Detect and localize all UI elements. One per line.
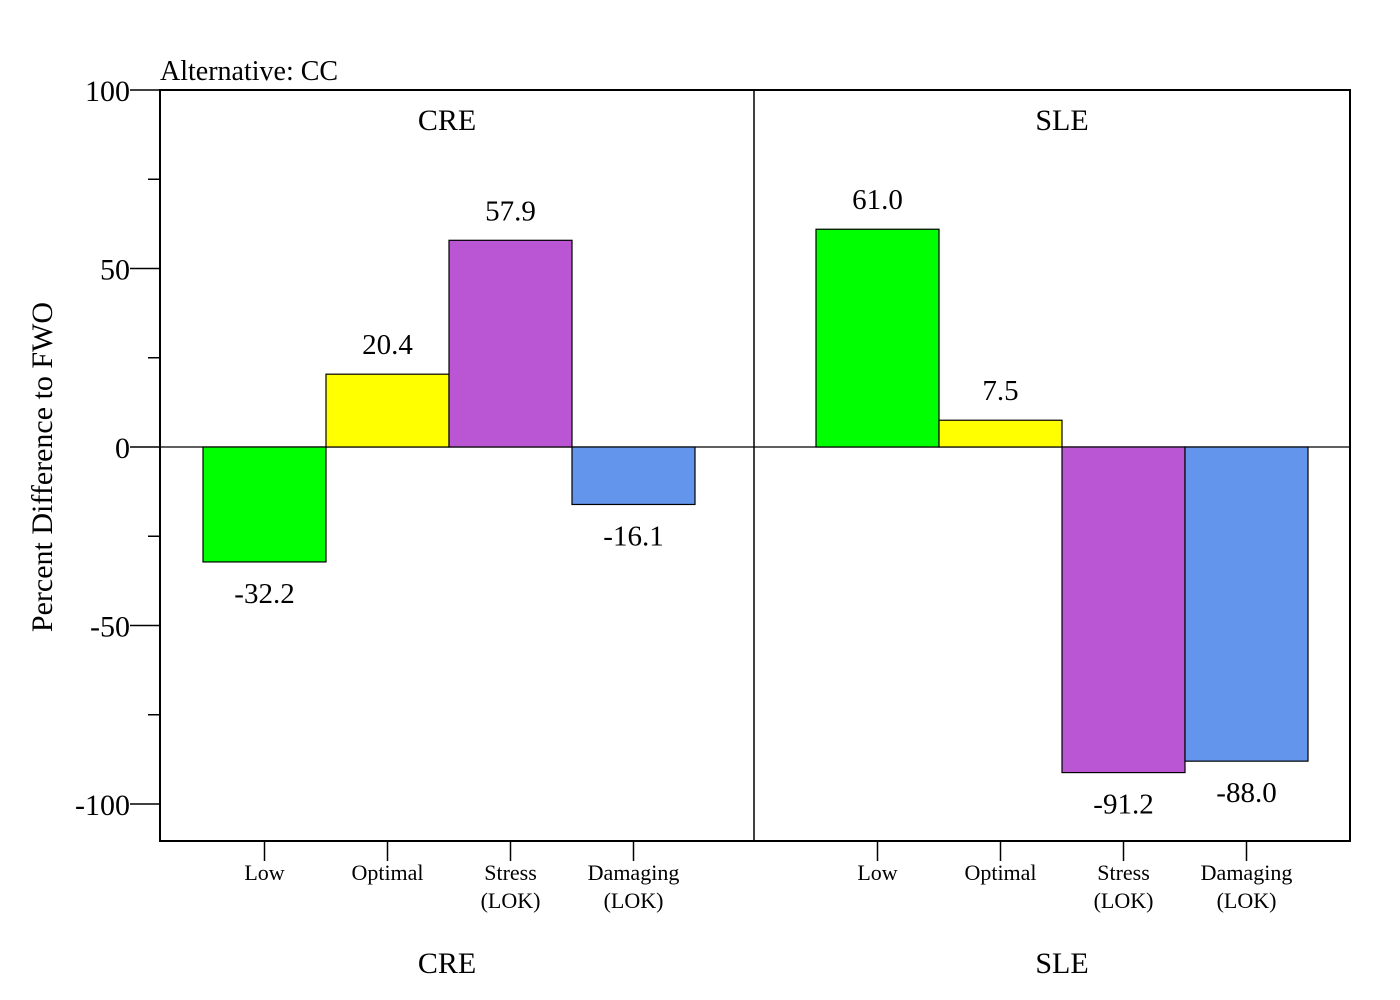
bar-cre-optimal [325,373,450,448]
data-label: -88.0 [1216,777,1276,809]
data-label: 57.9 [485,195,536,227]
labels: 100 50 0 -50 -100 CRE CRE -32.2 Low 20.4 Optimal 57… [75,75,1292,980]
data-label: -16.1 [603,520,663,552]
data-label: 7.5 [982,375,1018,407]
data-label: 61.0 [852,184,903,216]
bar-sle-stress-lok [1061,446,1186,774]
x-tick-label: Low [857,860,897,885]
data-label: -32.2 [234,578,294,610]
plot-frame [159,89,1351,842]
panel-bottom-label-cre: CRE [418,947,476,980]
y-tick-label: 50 [100,254,130,287]
panel-title-sle: SLE [1035,104,1088,137]
x-tick-label: Optimal [964,860,1036,885]
data-label: -91.2 [1093,789,1153,821]
x-tick-label: Low [244,860,284,885]
bar-sle-optimal [938,419,1063,448]
bar-cre-damaging-lok [571,446,696,506]
x-tick-label: Damaging [588,860,680,885]
panel-title-cre: CRE [418,104,476,137]
y-tick-label: 100 [85,75,130,108]
x-tick-label: Stress [484,860,537,885]
bar-sle-low [815,228,940,448]
y-axis-label: Percent Difference to FWO [26,302,59,632]
bar-sle-damaging-lok [1184,446,1309,762]
x-tick-label: Stress [1097,860,1150,885]
x-tick-label: (LOK) [604,888,664,913]
y-tick-label: 0 [115,432,130,465]
x-tick-label: Optimal [351,860,423,885]
data-label: 20.4 [362,329,413,361]
x-tick-label: (LOK) [481,888,541,913]
bar-cre-stress-lok [448,239,573,448]
bars [202,228,1309,774]
y-tick-label: -100 [75,789,130,822]
panel-bottom-label-sle: SLE [1035,947,1088,980]
x-tick-label: Damaging [1201,860,1293,885]
chart-title: Alternative: CC [160,56,338,87]
y-tick-label: -50 [90,611,130,644]
bar-cre-low [202,446,327,563]
x-tick-label: (LOK) [1217,888,1277,913]
x-tick-label: (LOK) [1094,888,1154,913]
